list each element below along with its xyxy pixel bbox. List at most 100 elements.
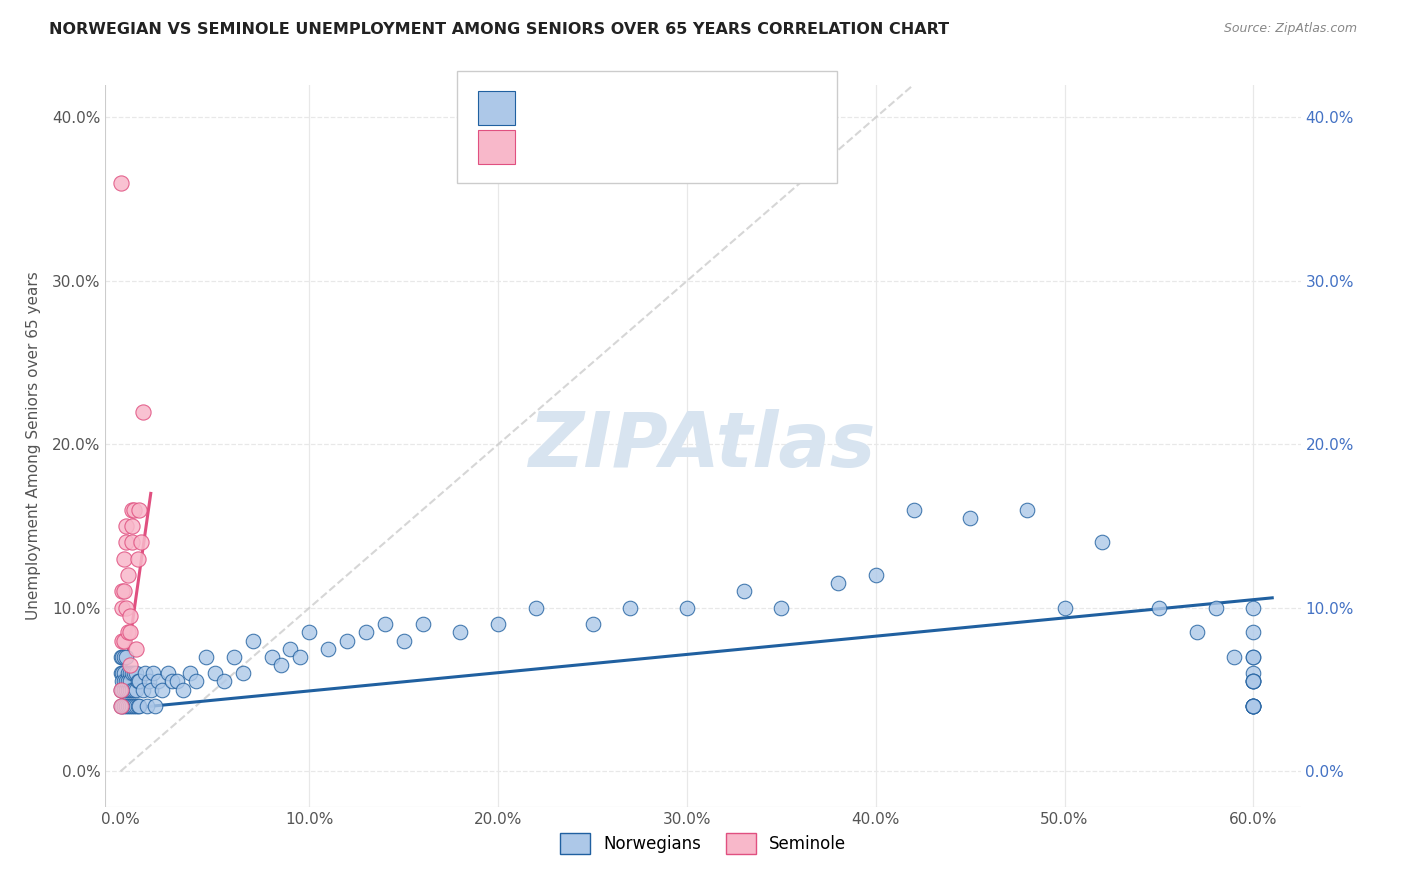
Point	[1241, 625, 1264, 640]
Point	[1241, 698, 1264, 713]
Point	[139, 682, 162, 697]
Point	[204, 666, 226, 681]
Point	[131, 535, 153, 549]
Point	[111, 698, 134, 713]
Point	[1205, 600, 1227, 615]
Point	[827, 576, 849, 591]
Point	[1241, 698, 1264, 713]
Point	[214, 674, 236, 689]
Point	[172, 682, 194, 697]
Point	[110, 682, 132, 697]
Point	[122, 682, 145, 697]
Point	[111, 666, 134, 681]
Point	[865, 568, 887, 582]
Point	[412, 617, 434, 632]
Point	[127, 551, 149, 566]
Point	[486, 617, 509, 632]
Point	[118, 698, 141, 713]
Point	[124, 641, 146, 656]
Point	[138, 674, 160, 689]
Point	[194, 649, 217, 664]
Point	[112, 682, 135, 697]
Point	[1241, 666, 1264, 681]
Point	[1241, 649, 1264, 664]
Point	[117, 682, 139, 697]
Point	[142, 666, 165, 681]
Point	[128, 674, 150, 689]
Point	[111, 649, 134, 664]
Point	[124, 682, 146, 697]
Point	[121, 519, 143, 533]
Point	[156, 666, 179, 681]
Point	[111, 584, 134, 599]
Point	[121, 502, 143, 516]
Point	[232, 666, 254, 681]
Point	[1241, 698, 1264, 713]
Point	[110, 698, 132, 713]
Point	[143, 698, 166, 713]
Point	[298, 625, 321, 640]
Point	[354, 625, 377, 640]
Point	[122, 666, 145, 681]
Point	[619, 600, 641, 615]
Point	[134, 666, 156, 681]
Point	[1241, 698, 1264, 713]
Point	[1185, 625, 1208, 640]
Point	[374, 617, 396, 632]
Point	[260, 649, 283, 664]
Point	[115, 649, 138, 664]
Point	[1241, 698, 1264, 713]
Point	[121, 682, 143, 697]
Point	[115, 674, 138, 689]
Point	[166, 674, 188, 689]
Point	[121, 698, 143, 713]
Point	[524, 600, 547, 615]
Point	[676, 600, 699, 615]
Point	[118, 625, 141, 640]
Point	[117, 568, 139, 582]
Point	[222, 649, 245, 664]
Point	[110, 698, 132, 713]
Point	[1091, 535, 1114, 549]
Point	[959, 511, 981, 525]
Point	[110, 666, 132, 681]
Point	[111, 600, 134, 615]
Point	[118, 609, 141, 624]
Point	[112, 633, 135, 648]
Point	[115, 698, 138, 713]
Point	[128, 698, 150, 713]
Point	[115, 519, 138, 533]
Point	[121, 666, 143, 681]
Point	[148, 674, 170, 689]
Point	[112, 551, 135, 566]
Point	[127, 698, 149, 713]
Point	[316, 641, 339, 656]
Point	[112, 649, 135, 664]
Point	[270, 658, 292, 673]
Point	[1241, 600, 1264, 615]
Point	[1015, 502, 1038, 516]
Point	[1241, 674, 1264, 689]
Text: 0.415: 0.415	[565, 130, 613, 145]
Point	[1241, 649, 1264, 664]
Point	[150, 682, 173, 697]
Legend: Norwegians, Seminole: Norwegians, Seminole	[553, 827, 853, 861]
Point	[111, 633, 134, 648]
Point	[770, 600, 793, 615]
Point	[280, 641, 302, 656]
Text: Source: ZipAtlas.com: Source: ZipAtlas.com	[1223, 22, 1357, 36]
Point	[111, 682, 134, 697]
Point	[118, 682, 141, 697]
Point	[115, 600, 138, 615]
Point	[1241, 674, 1264, 689]
Point	[118, 658, 141, 673]
Point	[117, 698, 139, 713]
Text: N =: N =	[636, 130, 669, 145]
Point	[127, 674, 149, 689]
Point	[121, 535, 143, 549]
Point	[903, 502, 925, 516]
Point	[122, 502, 145, 516]
Text: 0.384: 0.384	[565, 91, 613, 106]
Point	[132, 405, 155, 419]
Point	[336, 633, 359, 648]
